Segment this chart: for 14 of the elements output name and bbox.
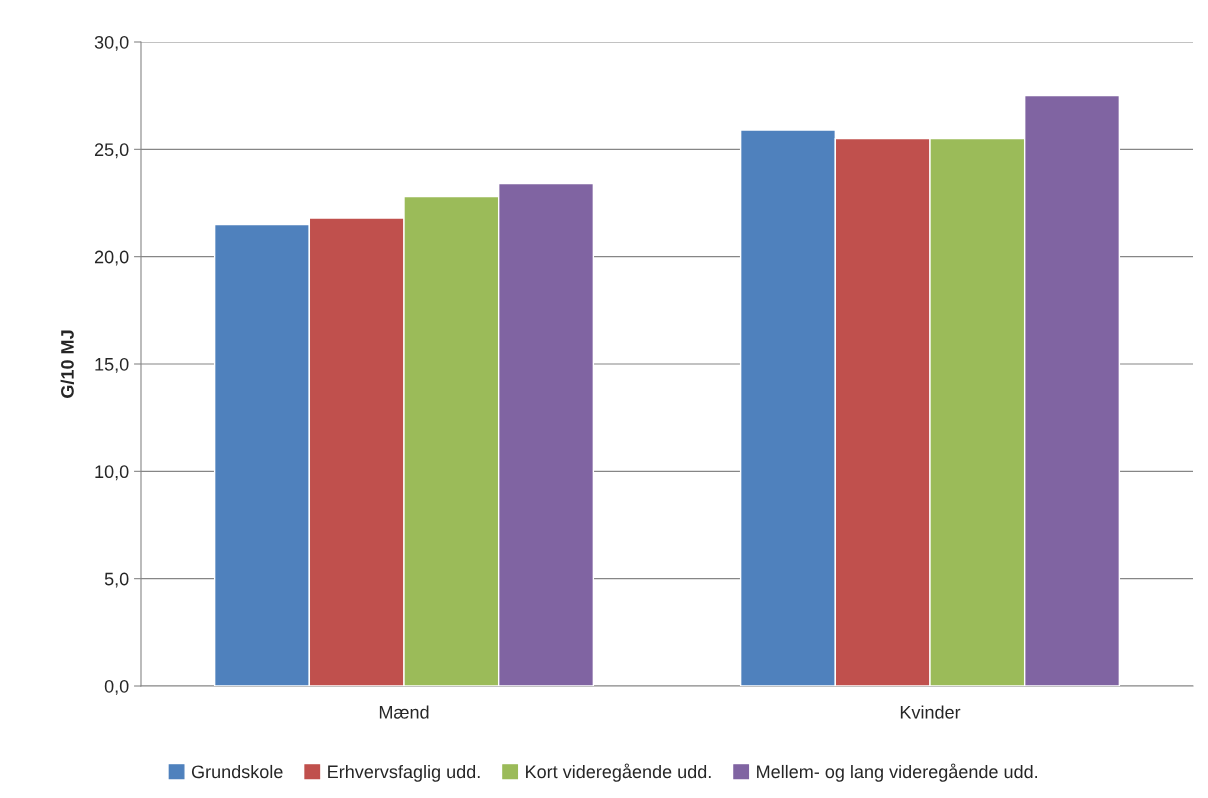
- y-tick-label: 15,0: [95, 357, 129, 373]
- x-tick-label: Mænd: [379, 705, 429, 719]
- y-tick-label: 20,0: [94, 250, 129, 266]
- y-tick-label: 5,0: [104, 572, 129, 588]
- y-tick-label: 0,0: [104, 679, 129, 695]
- legend-label: Mellem- og lang videregående udd.: [757, 763, 1038, 782]
- legend-label: Erhvervsfaglig udd.: [328, 764, 480, 782]
- y-tick-label: 10,0: [95, 465, 129, 481]
- y-tick-label: 25,0: [94, 143, 129, 159]
- x-tick-label: Kvinder: [900, 705, 961, 719]
- y-tick-label: 30,0: [94, 35, 129, 51]
- legend-label: Kort videregående udd.: [526, 763, 711, 782]
- legend-label: Grundskole: [191, 764, 283, 779]
- y-axis-title: G/10 MJ: [60, 330, 74, 398]
